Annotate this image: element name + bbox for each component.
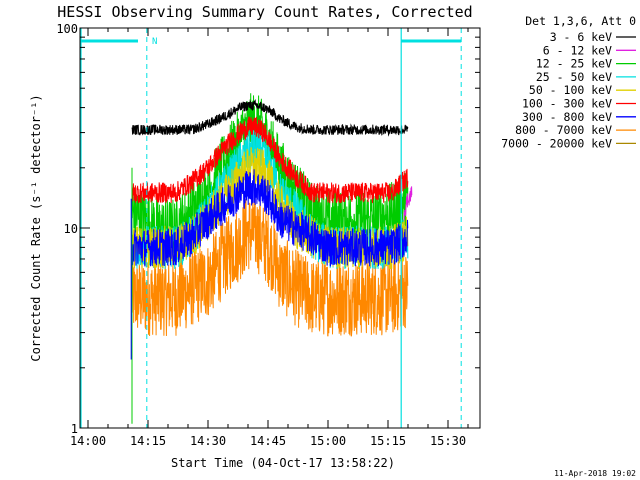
- x-axis-label: Start Time (04-Oct-17 13:58:22): [171, 456, 395, 470]
- legend-entry-label: 50 - 100 keV: [529, 83, 612, 97]
- y-tick-label: 100: [56, 22, 78, 36]
- chart-title: HESSI Observing Summary Count Rates, Cor…: [57, 3, 472, 21]
- series-line: [131, 169, 409, 267]
- x-tick-label: 14:30: [190, 434, 226, 448]
- series-line: [131, 195, 409, 337]
- footer-timestamp: 11-Apr-2018 19:02: [554, 469, 636, 478]
- x-tick-label: 15:00: [310, 434, 346, 448]
- series-line: [131, 98, 409, 137]
- orbit-markers: N: [80, 28, 462, 428]
- axes: 14:00 14:15 14:30 14:45 15:00 15:15 15:30 1 10 10…: [56, 22, 480, 448]
- legend-entry-label: 7000 - 20000 keV: [501, 136, 612, 150]
- x-tick-label: 14:00: [70, 434, 106, 448]
- series-line: [403, 186, 413, 221]
- y-tick-label: 10: [64, 222, 78, 236]
- legend-entry-label: 100 - 300 keV: [522, 97, 612, 111]
- x-tick-label: 14:15: [130, 434, 166, 448]
- legend-entry-label: 300 - 800 keV: [522, 110, 612, 124]
- x-tick-label: 14:45: [250, 434, 286, 448]
- legend-entry-label: 3 - 6 keV: [550, 30, 612, 44]
- legend-entry-label: 25 - 50 keV: [536, 70, 612, 84]
- legend-entry-label: 6 - 12 keV: [543, 43, 612, 57]
- legend-entry-label: 12 - 25 keV: [536, 57, 612, 71]
- y-tick-label: 1: [71, 422, 78, 436]
- legend-header: Det 1,3,6, Att 0: [525, 14, 636, 28]
- x-tick-label: 15:30: [430, 434, 466, 448]
- legend-entry-label: 800 - 7000 keV: [515, 123, 612, 137]
- series-line: [131, 116, 409, 204]
- night-marker-label: N: [152, 37, 157, 47]
- data-traces: [130, 93, 413, 424]
- x-tick-label: 15:15: [370, 434, 406, 448]
- y-axis-label: Corrected Count Rate (s⁻¹ detector⁻¹): [29, 94, 43, 361]
